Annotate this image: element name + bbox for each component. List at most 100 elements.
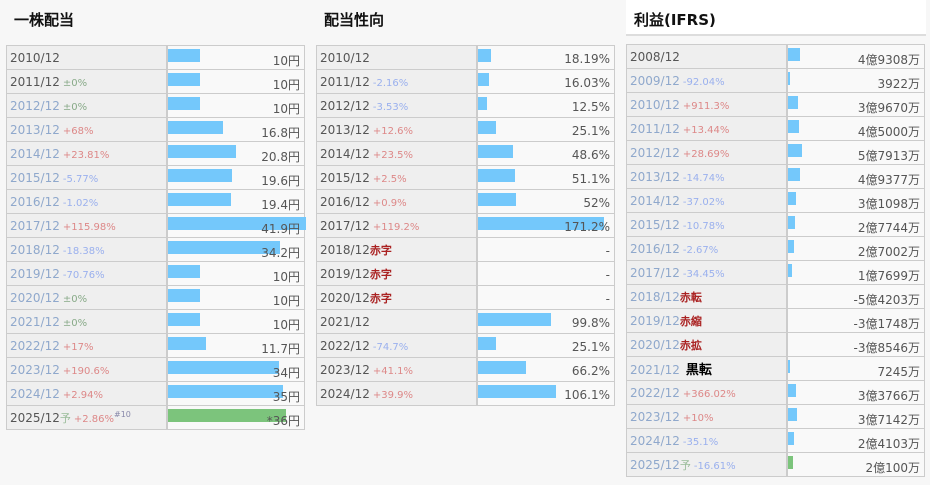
year-label[interactable]: 2018/12 xyxy=(630,289,680,304)
table-row: 2025/12予 -16.61% 2億100万 xyxy=(626,452,925,477)
year-label[interactable]: 2022/12 xyxy=(10,338,60,353)
year-label[interactable]: 2015/12 xyxy=(630,217,680,232)
value-label: 3億3766万 xyxy=(857,389,920,403)
value-cell: 34.2円 xyxy=(166,237,305,262)
change-label: -2.16% xyxy=(372,77,409,89)
year-label: 2024/12 xyxy=(320,386,370,401)
year-cell: 2017/12 +115.98% xyxy=(6,213,168,238)
year-label[interactable]: 2017/12 xyxy=(630,265,680,280)
value-cell: 34円 xyxy=(166,357,305,382)
value-cell: 4億9377万 xyxy=(786,164,925,189)
value-bar xyxy=(787,192,796,205)
year-label[interactable]: 2009/12 xyxy=(630,73,680,88)
change-label: -5.77% xyxy=(62,173,99,185)
value-bar xyxy=(477,169,516,182)
table-row: 2022/12 -74.7% 25.1% xyxy=(316,333,615,358)
year-label[interactable]: 2020/12 xyxy=(10,290,60,305)
value-cell: 1億7699万 xyxy=(786,260,925,285)
year-cell: 2019/12 -70.76% xyxy=(6,261,168,286)
year-label[interactable]: 2011/12 xyxy=(630,121,680,136)
footnote-link[interactable]: #10 xyxy=(114,409,131,419)
table-row: 2011/12 +13.44% 4億5000万 xyxy=(626,116,925,141)
year-label[interactable]: 2019/12 xyxy=(10,266,60,281)
year-label[interactable]: 2025/12 xyxy=(630,457,680,472)
year-cell: 2019/12赤字 xyxy=(316,261,478,286)
panel-title: 一株配当 xyxy=(14,11,75,29)
year-label[interactable]: 2015/12 xyxy=(10,170,60,185)
change-label: +366.02% xyxy=(682,388,736,400)
value-cell: 16.8円 xyxy=(166,117,305,142)
year-label[interactable]: 2023/12 xyxy=(630,409,680,424)
year-label[interactable]: 2021/12 xyxy=(630,363,680,377)
year-label[interactable]: 2014/12 xyxy=(630,193,680,208)
year-label[interactable]: 2014/12 xyxy=(10,146,60,161)
year-cell: 2015/12 +2.5% xyxy=(316,165,478,190)
table-row: 2023/12 +190.6% 34円 xyxy=(6,357,305,382)
year-label[interactable]: 2020/12 xyxy=(630,337,680,352)
panel-title: 配当性向 xyxy=(324,11,385,29)
value-cell: - xyxy=(476,237,615,262)
year-label: 2016/12 xyxy=(320,194,370,209)
change-label: 赤字 xyxy=(369,267,392,281)
panel-title: 利益(IFRS) xyxy=(626,0,926,36)
value-bar xyxy=(787,168,801,181)
value-cell: 19.4円 xyxy=(166,189,305,214)
year-cell: 2022/12 +366.02% xyxy=(626,380,788,405)
value-bar xyxy=(167,145,236,158)
change-label: +12.6% xyxy=(372,125,414,137)
forecast-mark: 予 xyxy=(59,411,71,425)
year-cell: 2013/12 -14.74% xyxy=(626,164,788,189)
year-cell: 2017/12 +119.2% xyxy=(316,213,478,238)
year-cell: 2022/12 +17% xyxy=(6,333,168,358)
table-row: 2014/12 +23.5% 48.6% xyxy=(316,141,615,166)
year-label[interactable]: 2024/12 xyxy=(10,386,60,401)
year-label[interactable]: 2016/12 xyxy=(630,241,680,256)
year-label[interactable]: 2012/12 xyxy=(630,145,680,160)
table-row: 2009/12 -92.04% 3922万 xyxy=(626,68,925,93)
value-label: 10円 xyxy=(272,270,300,284)
year-label[interactable]: 2021/12 xyxy=(10,314,60,329)
table-row: 2020/12 ±0% 10円 xyxy=(6,285,305,310)
table-row: 2017/12 -34.45% 1億7699万 xyxy=(626,260,925,285)
value-label: 4億5000万 xyxy=(857,125,920,139)
value-cell: 51.1% xyxy=(476,165,615,190)
value-cell: 19.6円 xyxy=(166,165,305,190)
value-label: 10円 xyxy=(272,78,300,92)
year-label[interactable]: 2012/12 xyxy=(10,98,60,113)
table-row: 2022/12 +17% 11.7円 xyxy=(6,333,305,358)
year-label[interactable]: 2022/12 xyxy=(630,385,680,400)
year-label[interactable]: 2017/12 xyxy=(10,218,60,233)
value-bar xyxy=(167,289,201,302)
value-bar xyxy=(477,385,556,398)
year-label[interactable]: 2024/12 xyxy=(630,433,680,448)
value-cell: 10円 xyxy=(166,69,305,94)
value-cell: 35円 xyxy=(166,381,305,406)
value-cell: - xyxy=(476,285,615,310)
value-bar xyxy=(787,72,790,85)
year-label[interactable]: 2019/12 xyxy=(630,313,680,328)
year-label[interactable]: 2010/12 xyxy=(630,97,680,112)
value-bar xyxy=(787,408,798,421)
table-row: 2018/12赤転 -5億4203万 xyxy=(626,284,925,309)
value-bar xyxy=(167,169,233,182)
year-label[interactable]: 2023/12 xyxy=(10,362,60,377)
change-label: ±0% xyxy=(62,77,88,89)
table-row: 2012/12 +28.69% 5億7913万 xyxy=(626,140,925,165)
value-cell: 2億100万 xyxy=(786,452,925,477)
value-label: 41.9円 xyxy=(261,222,300,236)
value-bar xyxy=(167,217,306,230)
change-label: +2.5% xyxy=(372,173,407,185)
year-label: 2015/12 xyxy=(320,170,370,185)
year-cell: 2025/12予 -16.61% xyxy=(626,452,788,477)
value-bar xyxy=(477,145,514,158)
year-label[interactable]: 2016/12 xyxy=(10,194,60,209)
year-label[interactable]: 2018/12 xyxy=(10,242,60,257)
year-cell: 2018/12赤字 xyxy=(316,237,478,262)
year-label: 2017/12 xyxy=(320,218,370,233)
value-label: 25.1% xyxy=(571,340,610,354)
year-label[interactable]: 2013/12 xyxy=(630,169,680,184)
table-row: 2014/12 -37.02% 3億1098万 xyxy=(626,188,925,213)
year-label[interactable]: 2013/12 xyxy=(10,122,60,137)
value-cell: 99.8% xyxy=(476,309,615,334)
value-cell: 11.7円 xyxy=(166,333,305,358)
